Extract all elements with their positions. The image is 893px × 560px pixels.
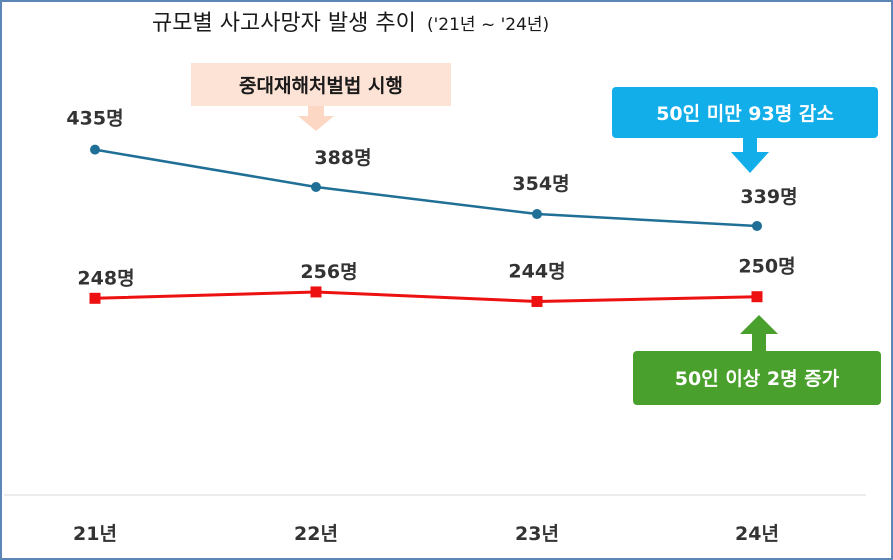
annotation-increase-box bbox=[633, 351, 881, 405]
x-tick-label-1: 22년 bbox=[294, 523, 338, 545]
annotation-decrease-arrow bbox=[731, 138, 769, 173]
series-1-label-3: 250명 bbox=[738, 256, 795, 278]
annotation-increase-text: 50인 이상 2명 증가 bbox=[675, 368, 840, 390]
series-0-point-0 bbox=[90, 144, 100, 155]
x-tick-label-2: 23년 bbox=[515, 523, 559, 545]
annotation-law: 중대재해처벌법 시행 bbox=[191, 63, 451, 131]
series-0-point-2 bbox=[532, 209, 542, 220]
series-1-label-2: 244명 bbox=[508, 260, 565, 282]
series-1-point-1 bbox=[310, 286, 322, 298]
series-0-label-0: 435명 bbox=[66, 108, 123, 130]
series-1-point-2 bbox=[531, 295, 543, 307]
series-0-point-3 bbox=[752, 220, 762, 231]
annotation-decrease: 50인 미만 93명 감소 bbox=[612, 87, 878, 173]
annotation-law-arrow bbox=[298, 106, 334, 131]
series-0-line bbox=[94, 148, 758, 228]
series-1-label-0: 248명 bbox=[77, 267, 134, 289]
x-tick-label-0: 21년 bbox=[73, 523, 117, 545]
series-layer bbox=[89, 144, 763, 307]
x-tick-layer: 21년 22년 23년 24년 bbox=[73, 523, 779, 545]
series-0-label-2: 354명 bbox=[512, 173, 569, 195]
series-0-label-3: 339명 bbox=[740, 186, 797, 208]
series-0-point-1 bbox=[311, 182, 321, 192]
annotation-increase: 50인 이상 2명 증가 bbox=[633, 315, 881, 405]
series-0-label-1: 388명 bbox=[314, 147, 371, 169]
annotation-decrease-text: 50인 미만 93명 감소 bbox=[656, 103, 834, 125]
annotation-increase-arrow bbox=[740, 315, 778, 351]
annotation-law-box bbox=[191, 63, 451, 106]
series-1-point-0 bbox=[89, 292, 101, 304]
label-layer: 435명 388명 354명 339명 248명 256명 244명 250명 bbox=[66, 108, 797, 290]
annotation-decrease-box bbox=[612, 87, 878, 138]
series-1-label-1: 256명 bbox=[300, 261, 357, 283]
x-tick-label-3: 24년 bbox=[735, 523, 779, 545]
annotation-law-text: 중대재해처벌법 시행 bbox=[239, 75, 403, 97]
series-1-line bbox=[94, 290, 758, 303]
series-1-point-3 bbox=[751, 291, 763, 303]
chart-title: 규모별 사고사망자 발생 추이 ('21년 ~ '24년) bbox=[152, 11, 549, 36]
